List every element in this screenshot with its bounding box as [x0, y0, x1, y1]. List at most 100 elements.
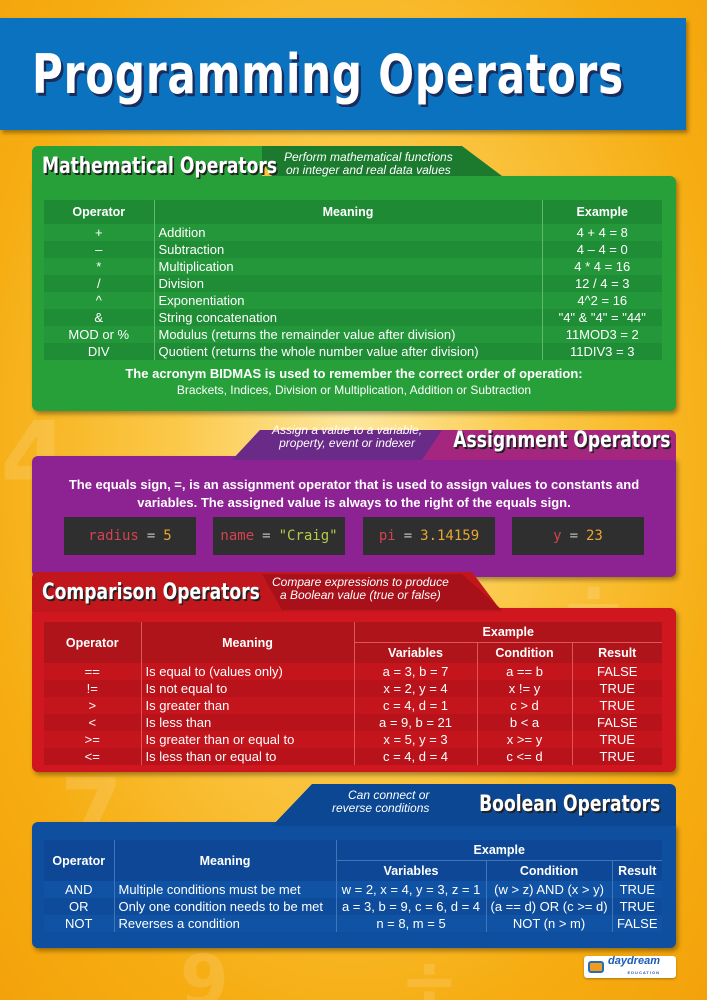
- table-row: < Is less than a = 9, b = 21 b < a FALSE: [44, 714, 662, 731]
- cell-result: FALSE: [571, 663, 662, 680]
- cell-result: TRUE: [611, 898, 662, 915]
- cell-condition: a == b: [476, 663, 572, 680]
- assignment-title: Assignment Operators: [452, 428, 670, 453]
- code-equals: =: [403, 528, 413, 544]
- assignment-description-line1: The equals sign, =, is an assignment ope…: [68, 477, 640, 492]
- cell-meaning: Is greater than: [140, 697, 354, 714]
- cell-meaning: Is less than: [140, 714, 354, 731]
- assignment-subtitle: Assign a value to a variable, property, …: [272, 424, 422, 450]
- assignment-subtitle-line1: Assign a value to a variable,: [272, 423, 423, 437]
- boolean-table: Operator Meaning Example Variables Condi…: [44, 840, 662, 932]
- assignment-description-line2: variables. The assigned value is always …: [137, 495, 571, 510]
- code-value: "Craig": [278, 528, 338, 544]
- cell-meaning: Is equal to (values only): [140, 663, 354, 680]
- cell-meaning: Only one condition needs to be met: [113, 898, 336, 915]
- table-row: ^ Exponentiation 4^2 = 16: [44, 292, 662, 309]
- cell-condition: NOT (n > m): [485, 915, 613, 932]
- cell-example: 4^2 = 16: [541, 292, 662, 309]
- cell-result: FALSE: [611, 915, 662, 932]
- cell-result: TRUE: [611, 881, 662, 898]
- code-equals: =: [146, 528, 156, 544]
- cell-operator: –: [44, 241, 154, 258]
- cell-result: TRUE: [571, 680, 662, 697]
- cell-operator: *: [44, 258, 154, 275]
- cell-condition: x != y: [476, 680, 572, 697]
- bidmas-line1: The acronym BIDMAS is used to remember t…: [32, 366, 676, 381]
- table-row: / Division 12 / 4 = 3: [44, 275, 662, 292]
- cell-example: 11DIV3 = 3: [541, 343, 662, 360]
- bidmas-line2: Brackets, Indices, Division or Multiplic…: [176, 383, 532, 397]
- cell-operator: AND: [44, 881, 114, 898]
- cell-operator: /: [44, 275, 154, 292]
- math-subtitle-line1: Perform mathematical functions: [284, 150, 453, 164]
- cell-meaning: Subtraction: [153, 241, 542, 258]
- cell-variables: n = 8, m = 5: [335, 915, 486, 932]
- cell-meaning: Reverses a condition: [113, 915, 336, 932]
- table-row: & String concatenation "4" & "4" = "44": [44, 309, 662, 326]
- cell-variables: x = 2, y = 4: [353, 680, 477, 697]
- code-variable: radius: [88, 528, 139, 544]
- cell-condition: (a == d) OR (c >= d): [485, 898, 613, 915]
- table-row: MOD or % Modulus (returns the remainder v…: [44, 326, 662, 343]
- comparison-subtitle-line2: a Boolean value (true or false): [280, 588, 441, 602]
- background-glyph: ÷: [400, 940, 459, 1000]
- code-example: pi = 3.14159: [363, 517, 495, 555]
- code-value: 5: [163, 528, 172, 544]
- header-variables: Variables: [335, 860, 486, 881]
- cell-example: "4" & "4" = "44": [541, 309, 662, 326]
- cell-variables: c = 4, d = 4: [353, 748, 477, 765]
- cell-operator: &: [44, 309, 154, 326]
- assignment-operators-section: Assign a value to a variable, property, …: [32, 420, 676, 580]
- cell-meaning: Multiplication: [153, 258, 542, 275]
- background-glyph: 9: [180, 940, 229, 1000]
- header-operator: Operator: [44, 200, 154, 224]
- cell-condition: x >= y: [476, 731, 572, 748]
- cell-variables: w = 2, x = 4, y = 3, z = 1: [335, 881, 486, 898]
- table-row: >= Is greater than or equal to x = 5, y = …: [44, 731, 662, 748]
- cell-meaning: Division: [153, 275, 542, 292]
- cell-meaning: Quotient (returns the whole number value…: [153, 343, 542, 360]
- cell-meaning: Is not equal to: [140, 680, 354, 697]
- cell-meaning: String concatenation: [153, 309, 542, 326]
- cell-meaning: Modulus (returns the remainder value aft…: [153, 326, 542, 343]
- cell-variables: a = 3, b = 9, c = 6, d = 4: [335, 898, 486, 915]
- logo-name: daydream: [608, 955, 660, 967]
- assignment-panel: [32, 456, 676, 577]
- table-row: NOT Reverses a condition n = 8, m = 5 NOT (…: [44, 915, 662, 932]
- comparison-operators-section: Comparison Operators Compare expressions…: [32, 572, 676, 772]
- cell-operator: >=: [44, 731, 141, 748]
- cell-example: 4 * 4 = 16: [541, 258, 662, 275]
- cell-variables: a = 3, b = 7: [353, 663, 477, 680]
- header-condition: Condition: [485, 860, 613, 881]
- header-condition: Condition: [476, 642, 572, 663]
- cell-variables: x = 5, y = 3: [353, 731, 477, 748]
- cell-meaning: Is greater than or equal to: [140, 731, 354, 748]
- code-variable: y: [553, 528, 562, 544]
- daydream-logo: daydream EDUCATION: [584, 956, 676, 978]
- cell-result: TRUE: [571, 731, 662, 748]
- cell-operator: >: [44, 697, 141, 714]
- bidmas-post: is used to remember the correct order of…: [261, 366, 583, 381]
- math-table: Operator Meaning Example + Addition 4 + 4 …: [44, 200, 662, 360]
- code-equals: =: [569, 528, 578, 544]
- cell-meaning: Addition: [153, 224, 542, 241]
- comparison-subtitle: Compare expressions to produce a Boolean…: [272, 576, 449, 602]
- comparison-subtitle-tab: [262, 574, 502, 610]
- math-subtitle-tab: [252, 146, 502, 176]
- math-subtitle-line2: on integer and real data values: [285, 163, 451, 177]
- math-subtitle: Perform mathematical functions on intege…: [284, 151, 453, 177]
- cell-condition: c > d: [476, 697, 572, 714]
- comparison-table: Operator Meaning Example Variables Condi…: [44, 622, 662, 765]
- assignment-subtitle-line2: property, event or indexer: [279, 436, 415, 450]
- page-title: Programming Operators: [32, 42, 624, 106]
- table-row: + Addition 4 + 4 = 8: [44, 224, 662, 241]
- boolean-subtitle: Can connect or reverse conditions: [332, 789, 429, 815]
- table-row: AND Multiple conditions must be met w = 2,…: [44, 881, 662, 898]
- cell-result: FALSE: [571, 714, 662, 731]
- code-example: radius = 5: [64, 517, 196, 555]
- bidmas-note: The acronym BIDMAS is used to remember t…: [32, 366, 676, 397]
- cell-result: TRUE: [571, 697, 662, 714]
- cell-operator: <=: [44, 748, 141, 765]
